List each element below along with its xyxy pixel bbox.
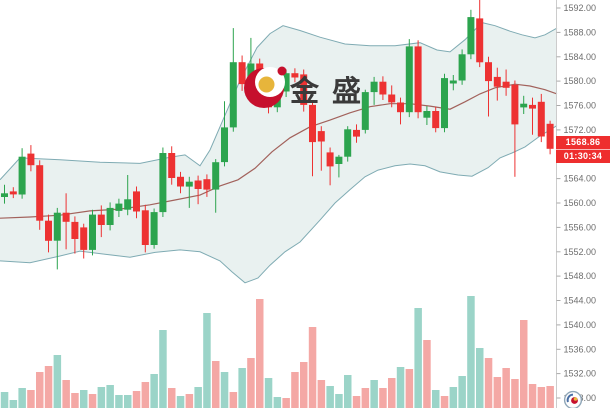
svg-text:1536.00: 1536.00: [564, 344, 597, 354]
crescent-logo-icon: [244, 66, 287, 108]
svg-text:1576.00: 1576.00: [564, 101, 597, 111]
svg-text:1560.00: 1560.00: [564, 198, 597, 208]
current-price-tag: 1568.86 01:30:34: [556, 136, 610, 163]
svg-text:1592.00: 1592.00: [564, 3, 597, 13]
svg-text:1556.00: 1556.00: [564, 222, 597, 232]
svg-text:1564.00: 1564.00: [564, 174, 597, 184]
svg-text:1544.00: 1544.00: [564, 296, 597, 306]
svg-text:1552.00: 1552.00: [564, 247, 597, 257]
last-price-label: 1568.86: [556, 136, 610, 149]
countdown-timer-label: 01:30:34: [556, 149, 610, 163]
watermark-text: 金盛: [290, 74, 375, 108]
svg-text:1540.00: 1540.00: [564, 320, 597, 330]
svg-text:1532.00: 1532.00: [564, 369, 597, 379]
svg-text:1572.00: 1572.00: [564, 125, 597, 135]
svg-text:1588.00: 1588.00: [564, 27, 597, 37]
mini-logo-icon: [563, 390, 583, 408]
svg-text:1548.00: 1548.00: [564, 271, 597, 281]
svg-text:1584.00: 1584.00: [564, 52, 597, 62]
svg-text:1580.00: 1580.00: [564, 76, 597, 86]
